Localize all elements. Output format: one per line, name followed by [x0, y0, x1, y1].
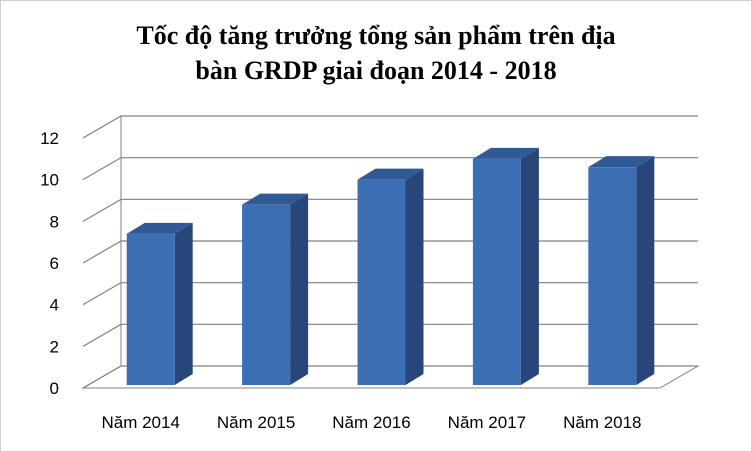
x-category-label: Năm 2015 [217, 413, 295, 432]
bar-side [174, 222, 193, 385]
x-category-label: Năm 2014 [101, 413, 179, 432]
y-tick-label: 10 [40, 171, 59, 190]
x-category-label: Năm 2018 [563, 413, 641, 432]
bar [588, 156, 655, 385]
gridline-12 [82, 115, 698, 139]
y-tick-label: 6 [50, 254, 59, 273]
bar-front [588, 167, 637, 385]
x-axis-categories: Năm 2014 Năm 2015 Năm 2016 Năm 2017 Năm 2018 [101, 413, 641, 432]
bar-side [405, 168, 424, 385]
bar-top [472, 147, 539, 159]
bar [472, 147, 539, 385]
y-tick-label: 2 [50, 337, 59, 356]
bar-front [126, 233, 175, 385]
bar-front [242, 204, 291, 385]
bar [242, 193, 309, 385]
bar [126, 222, 193, 385]
bar-top [357, 168, 424, 180]
y-tick-label: 8 [50, 212, 59, 231]
bar-side [290, 193, 309, 385]
y-axis-ticks: 0 2 4 6 8 10 12 [40, 129, 59, 398]
bar-side [520, 147, 539, 385]
bar [357, 168, 424, 385]
chart-title-line-1: Tốc độ tăng trưởng tổng sản phẩm trên đị… [136, 21, 616, 50]
bar-top [242, 193, 309, 205]
x-category-label: Năm 2017 [448, 413, 526, 432]
chart-title: Tốc độ tăng trưởng tổng sản phẩm trên đị… [0, 18, 752, 88]
bar-side [636, 156, 655, 385]
bar-front [472, 158, 521, 385]
x-category-label: Năm 2016 [332, 413, 410, 432]
chart-title-line-2: bàn GRDP giai đoạn 2014 - 2018 [195, 56, 557, 85]
bars [126, 147, 655, 385]
bar-top [588, 156, 655, 168]
bar-front [357, 179, 406, 385]
y-tick-label: 12 [40, 129, 59, 148]
y-tick-label: 4 [50, 296, 59, 315]
y-tick-label: 0 [50, 379, 59, 398]
bar-top [126, 222, 193, 234]
